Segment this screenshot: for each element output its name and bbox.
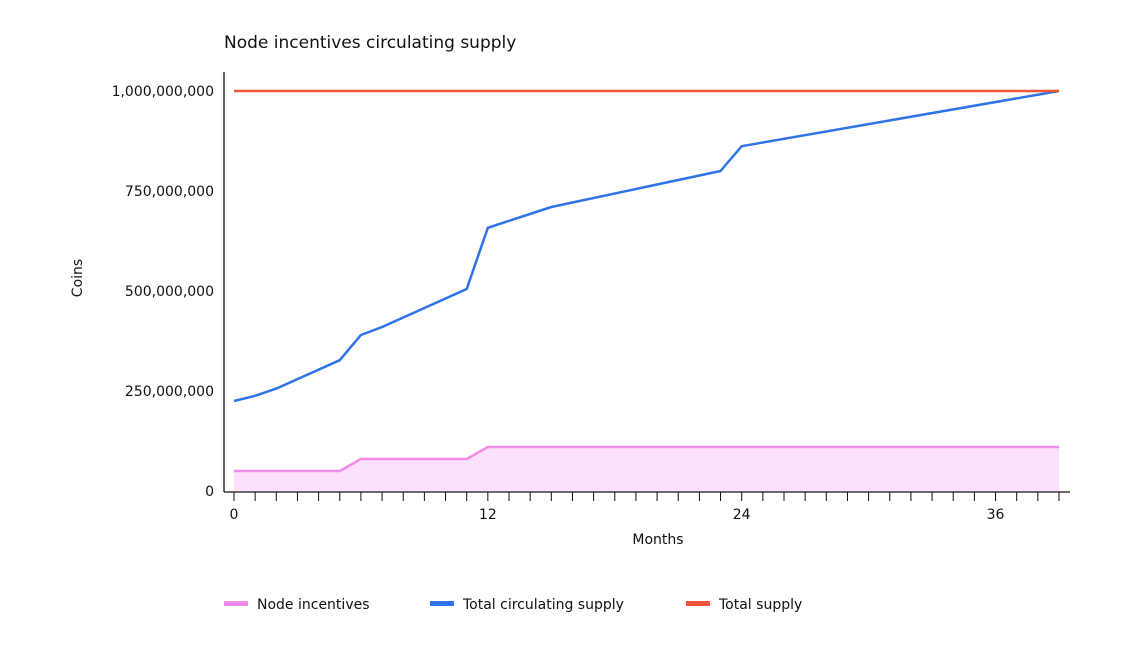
total-circulating-supply-line (233, 89, 1060, 403)
y-axis-title: Coins (70, 259, 86, 297)
legend-label: Total circulating supply (462, 597, 624, 613)
y-tick-label: 250,000,000 (125, 384, 214, 400)
x-tick-label: 36 (987, 507, 1005, 523)
axes-layer: 0 12 24 36 0 250,000,000 500,000,000 750,000,00… (112, 72, 1070, 523)
node-incentives-line (234, 445, 1059, 473)
legend-swatch (430, 601, 454, 606)
legend-swatch (224, 601, 248, 606)
legend-item-total-circulating-supply: Total circulating supply (430, 597, 624, 613)
legend-label: Node incentives (257, 597, 370, 613)
chart-title: Node incentives circulating supply (224, 33, 516, 53)
series-layer (233, 89, 1060, 491)
legend-swatch (686, 601, 710, 606)
y-tick-label: 0 (205, 484, 214, 500)
y-tick-label: 750,000,000 (125, 184, 214, 200)
x-tick-label: 12 (479, 507, 497, 523)
legend-item-node-incentives: Node incentives (224, 597, 370, 613)
y-tick-label: 500,000,000 (125, 284, 214, 300)
legend-label: Total supply (718, 597, 802, 613)
node-incentives-area (234, 447, 1059, 491)
legend-item-total-supply: Total supply (686, 597, 802, 613)
y-tick-label: 1,000,000,000 (112, 84, 214, 100)
plot-area: 0 12 24 36 0 250,000,000 500,000,000 750,000,00… (112, 72, 1070, 523)
x-tick-label: 24 (733, 507, 751, 523)
legend: Node incentives Total circulating supply T… (224, 597, 802, 613)
x-axis-title: Months (632, 532, 683, 548)
x-tick-label: 0 (230, 507, 239, 523)
